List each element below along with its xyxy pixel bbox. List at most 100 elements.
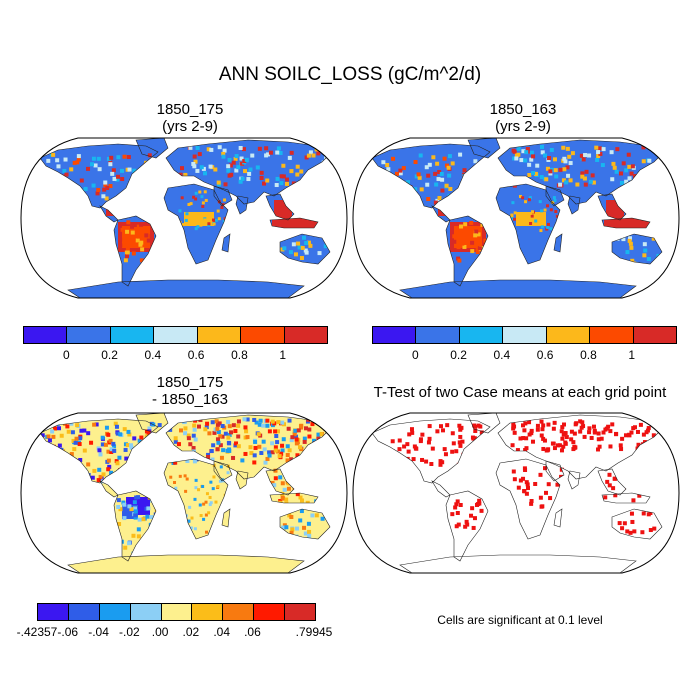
data-cell (133, 506, 138, 511)
data-cell (236, 165, 241, 170)
data-cell (630, 164, 635, 169)
data-cell (307, 434, 312, 439)
colorbar-tick-label: .02 (182, 625, 200, 639)
data-cell (317, 251, 322, 256)
data-cell (82, 448, 87, 453)
data-cell (243, 451, 248, 456)
data-cell (610, 422, 615, 427)
data-cell (413, 187, 418, 192)
data-cell (618, 443, 623, 448)
data-cell (515, 448, 520, 453)
data-cell (246, 177, 251, 182)
data-cell (140, 247, 145, 252)
data-cell (131, 251, 136, 256)
panel-title-case2-line1: 1850_163 (489, 101, 557, 118)
coastline (601, 217, 651, 229)
data-cell (217, 200, 221, 204)
data-cell (548, 496, 553, 501)
data-cell (433, 171, 438, 176)
data-cell (591, 180, 596, 185)
data-cell (201, 204, 205, 208)
data-cell (120, 177, 125, 182)
data-cell (588, 179, 593, 184)
data-cell (261, 423, 266, 428)
data-cell (265, 456, 270, 461)
coastline (553, 233, 563, 253)
data-cell (458, 152, 463, 157)
data-cell (78, 457, 83, 462)
data-cell (242, 417, 247, 422)
data-cell (642, 242, 647, 247)
data-cell (136, 527, 141, 532)
data-cell (227, 441, 232, 446)
data-cell (180, 166, 185, 171)
data-cell (463, 222, 468, 227)
data-cell (596, 447, 601, 452)
data-cell (96, 187, 101, 192)
data-cell (245, 435, 250, 440)
data-cell (434, 182, 439, 187)
data-cell (596, 437, 601, 442)
data-cell (605, 479, 610, 484)
coastline (545, 185, 565, 207)
coastline (113, 490, 157, 562)
data-cell (524, 436, 529, 441)
data-cell (109, 449, 114, 454)
data-cell (197, 152, 202, 157)
data-cell (192, 423, 197, 428)
data-cell (540, 225, 544, 229)
data-cell (83, 186, 88, 191)
data-cell (118, 237, 123, 242)
data-cell (203, 427, 208, 432)
data-cell (427, 424, 432, 429)
data-cell (209, 147, 214, 152)
colorbar-tick-label: 0 (411, 348, 419, 362)
data-cell (66, 429, 71, 434)
data-cell (86, 462, 91, 467)
data-cell (133, 509, 138, 514)
data-cell (207, 431, 212, 436)
data-cell (201, 166, 206, 171)
data-cell (131, 239, 136, 244)
coastline (611, 508, 663, 540)
data-cell (193, 437, 198, 442)
coastline (497, 414, 663, 480)
data-cell (59, 433, 64, 438)
data-cell (299, 169, 304, 174)
colorbar-swatch (38, 604, 69, 620)
data-cell (46, 434, 51, 439)
data-cell (234, 441, 239, 446)
data-cell (252, 453, 257, 458)
land-seasia (598, 469, 626, 495)
data-cell (641, 432, 646, 437)
colorbar-swatch (546, 327, 591, 343)
data-cell (123, 258, 128, 263)
data-cell (473, 159, 478, 164)
data-cell (405, 442, 410, 447)
data-cell (207, 511, 211, 515)
data-cell (273, 445, 278, 450)
data-cell (516, 146, 521, 151)
data-cell (465, 522, 470, 527)
data-cell (587, 426, 592, 431)
coastline (213, 185, 233, 207)
data-cell (275, 429, 280, 434)
colorbar-swatch (197, 327, 242, 343)
data-cell (516, 152, 521, 157)
land-antarctica (68, 555, 304, 573)
data-cell (297, 445, 302, 450)
coastline (163, 183, 229, 265)
data-cell (184, 218, 188, 222)
data-cell (125, 229, 130, 234)
data-cell (562, 167, 567, 172)
data-cell (185, 212, 189, 216)
data-cell (273, 476, 278, 481)
data-cell (531, 154, 536, 159)
data-cell (127, 504, 132, 509)
data-cell (113, 421, 118, 426)
data-cell (279, 181, 284, 186)
data-cell (642, 253, 647, 258)
coastline (67, 279, 305, 298)
data-cell (516, 485, 521, 490)
data-cell (542, 438, 547, 443)
